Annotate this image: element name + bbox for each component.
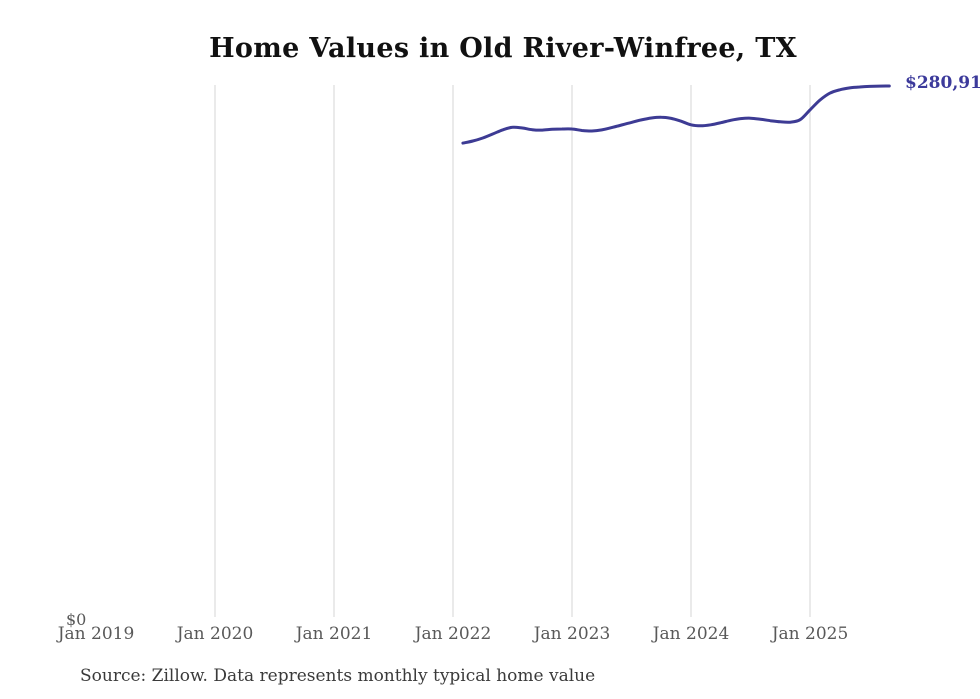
source-note: Source: Zillow. Data represents monthly … — [80, 666, 596, 686]
gridlines — [214, 85, 811, 617]
home-value-line — [461, 84, 891, 145]
y-axis-zero-label: $0 — [66, 610, 87, 629]
final-value-label: $280,912 — [905, 73, 980, 93]
chart-title: Home Values in Old River-Winfree, TX — [209, 33, 797, 64]
